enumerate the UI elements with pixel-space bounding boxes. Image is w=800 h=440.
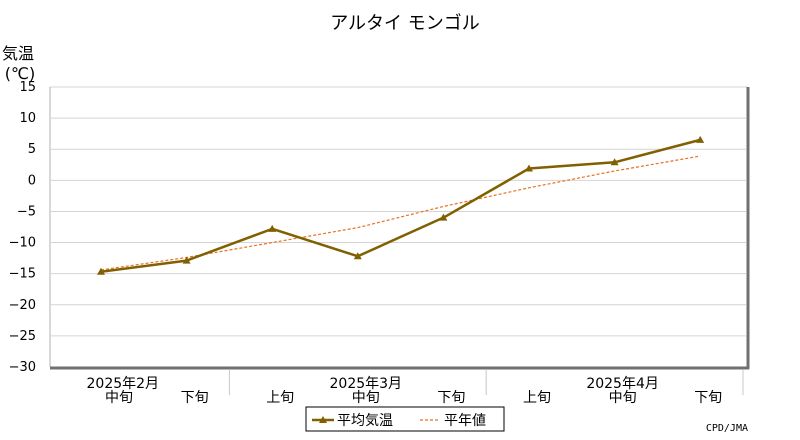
y-tick-label: −25	[9, 329, 36, 344]
x-tick-label: 中旬	[352, 390, 380, 406]
y-tick-label: 10	[19, 111, 36, 126]
y-axis-label-line1: 気温	[2, 44, 34, 63]
plot-area	[49, 86, 750, 370]
y-axis-label-line2: (℃)	[5, 64, 35, 83]
legend-box	[305, 406, 505, 432]
month-label: 2025年3月	[330, 376, 403, 392]
x-tick-label: 上旬	[523, 390, 551, 406]
x-tick-label: 中旬	[609, 390, 637, 406]
x-axis: 中旬 下旬 上旬 中旬 下旬 上旬 中旬 下旬 2025年2月 2025年3月 2025年4月	[87, 370, 744, 406]
data-point-average	[525, 164, 533, 172]
data-point-average	[353, 252, 362, 260]
data-point-average	[610, 158, 619, 166]
data-point-average	[182, 256, 191, 264]
month-label: 2025年4月	[586, 376, 659, 392]
y-tick-label: 0	[28, 173, 36, 188]
y-tick-label: −10	[9, 236, 36, 251]
chart-title: アルタイ モンゴル	[330, 13, 480, 34]
y-tick-label: −30	[9, 360, 36, 375]
data-point-average	[696, 135, 705, 143]
legend: 平均気温 平年値	[305, 406, 505, 432]
series-layer	[97, 135, 705, 275]
plot-background	[50, 87, 747, 367]
y-tick-label: 15	[19, 80, 36, 95]
x-tick-label: 下旬	[694, 390, 722, 406]
data-point-average	[268, 224, 277, 232]
x-tick-label: 下旬	[437, 390, 465, 406]
data-point-average	[439, 213, 448, 221]
month-label: 2025年2月	[87, 376, 160, 392]
data-point-average	[97, 267, 105, 275]
y-tick-label: −15	[9, 267, 36, 282]
x-tick-label: 上旬	[266, 390, 294, 406]
legend-label-normal: 平年値	[444, 413, 486, 429]
legend-label-avg: 平均気温	[337, 413, 393, 429]
x-tick-label: 下旬	[181, 390, 209, 406]
y-tick-labels: 15 10 5 0 −5 −10 −15 −20 −25 −30	[9, 80, 36, 375]
series-line-average	[100, 138, 701, 274]
y-gridlines	[51, 86, 746, 337]
y-tick-label: 5	[28, 142, 36, 157]
y-tick-label: −5	[17, 204, 36, 219]
x-tick-label: 中旬	[105, 390, 133, 406]
y-tick-label: −20	[9, 298, 36, 313]
legend-marker-avg	[319, 416, 327, 423]
credit-text: CPD/JMA	[706, 423, 748, 434]
